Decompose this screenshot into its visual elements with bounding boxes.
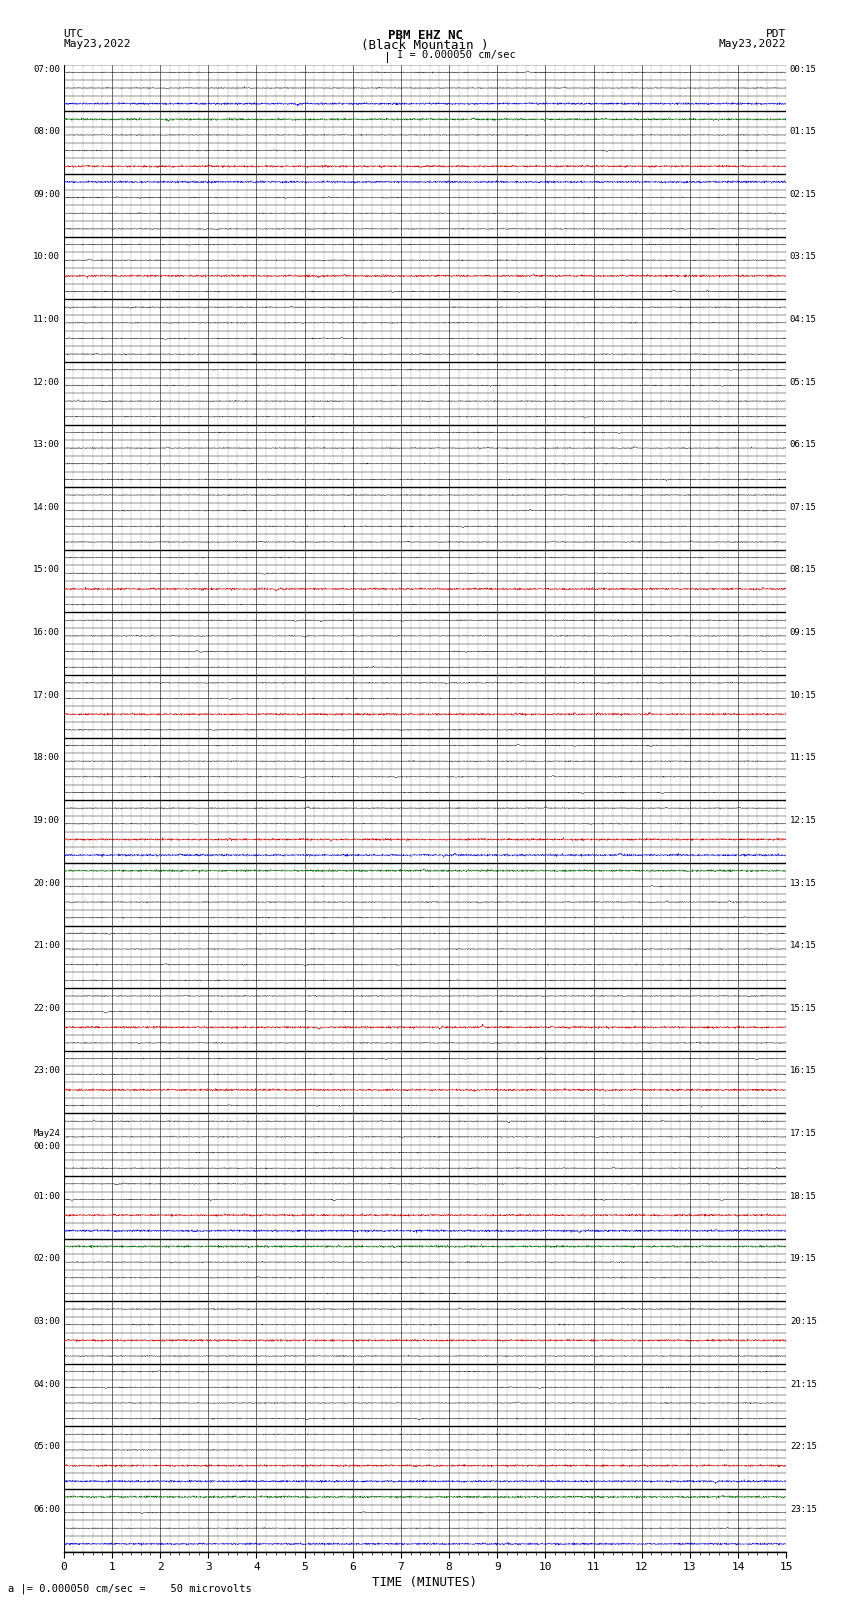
Text: 16:00: 16:00 [33,627,60,637]
Text: 05:00: 05:00 [33,1442,60,1452]
Text: 15:00: 15:00 [33,566,60,574]
Text: a |= 0.000050 cm/sec =    50 microvolts: a |= 0.000050 cm/sec = 50 microvolts [8,1582,252,1594]
Text: 23:00: 23:00 [33,1066,60,1076]
Text: 12:00: 12:00 [33,377,60,387]
Text: 01:00: 01:00 [33,1192,60,1200]
Text: 00:00: 00:00 [33,1142,60,1150]
Text: PBM EHZ NC: PBM EHZ NC [388,29,462,42]
Text: 18:15: 18:15 [790,1192,817,1200]
Text: 11:15: 11:15 [790,753,817,763]
Text: 10:15: 10:15 [790,690,817,700]
Text: 05:15: 05:15 [790,377,817,387]
Text: 09:15: 09:15 [790,627,817,637]
Text: 04:00: 04:00 [33,1379,60,1389]
Text: 08:15: 08:15 [790,566,817,574]
Text: PDT: PDT [766,29,786,39]
Text: 14:00: 14:00 [33,503,60,511]
Text: 07:15: 07:15 [790,503,817,511]
Text: 02:15: 02:15 [790,190,817,198]
Text: 21:15: 21:15 [790,1379,817,1389]
Text: 03:00: 03:00 [33,1316,60,1326]
Text: 21:00: 21:00 [33,940,60,950]
Text: 10:00: 10:00 [33,252,60,261]
Text: 14:15: 14:15 [790,940,817,950]
Text: 06:00: 06:00 [33,1505,60,1513]
Text: 13:00: 13:00 [33,440,60,450]
Text: UTC: UTC [64,29,84,39]
Text: 04:15: 04:15 [790,315,817,324]
Text: 17:00: 17:00 [33,690,60,700]
Text: 19:00: 19:00 [33,816,60,824]
Text: 02:00: 02:00 [33,1255,60,1263]
Text: May23,2022: May23,2022 [64,39,131,48]
Text: 00:15: 00:15 [790,65,817,74]
Text: May23,2022: May23,2022 [719,39,786,48]
Text: 18:00: 18:00 [33,753,60,763]
Text: 11:00: 11:00 [33,315,60,324]
Text: 06:15: 06:15 [790,440,817,450]
Text: 20:00: 20:00 [33,879,60,887]
Text: 22:00: 22:00 [33,1003,60,1013]
Text: 23:15: 23:15 [790,1505,817,1513]
Text: 03:15: 03:15 [790,252,817,261]
Text: 17:15: 17:15 [790,1129,817,1139]
Text: 01:15: 01:15 [790,127,817,135]
Text: 07:00: 07:00 [33,65,60,74]
Text: I = 0.000050 cm/sec: I = 0.000050 cm/sec [397,50,516,60]
X-axis label: TIME (MINUTES): TIME (MINUTES) [372,1576,478,1589]
Text: 16:15: 16:15 [790,1066,817,1076]
Text: 19:15: 19:15 [790,1255,817,1263]
Text: May24: May24 [33,1129,60,1139]
Text: (Black Mountain ): (Black Mountain ) [361,39,489,52]
Text: 08:00: 08:00 [33,127,60,135]
Text: 09:00: 09:00 [33,190,60,198]
Text: 22:15: 22:15 [790,1442,817,1452]
Text: 13:15: 13:15 [790,879,817,887]
Text: 20:15: 20:15 [790,1316,817,1326]
Text: 15:15: 15:15 [790,1003,817,1013]
Text: 12:15: 12:15 [790,816,817,824]
